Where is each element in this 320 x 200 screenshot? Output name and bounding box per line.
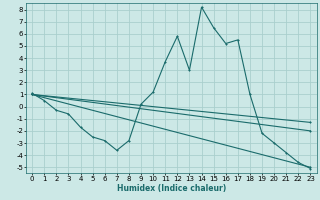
X-axis label: Humidex (Indice chaleur): Humidex (Indice chaleur) [117,184,226,193]
